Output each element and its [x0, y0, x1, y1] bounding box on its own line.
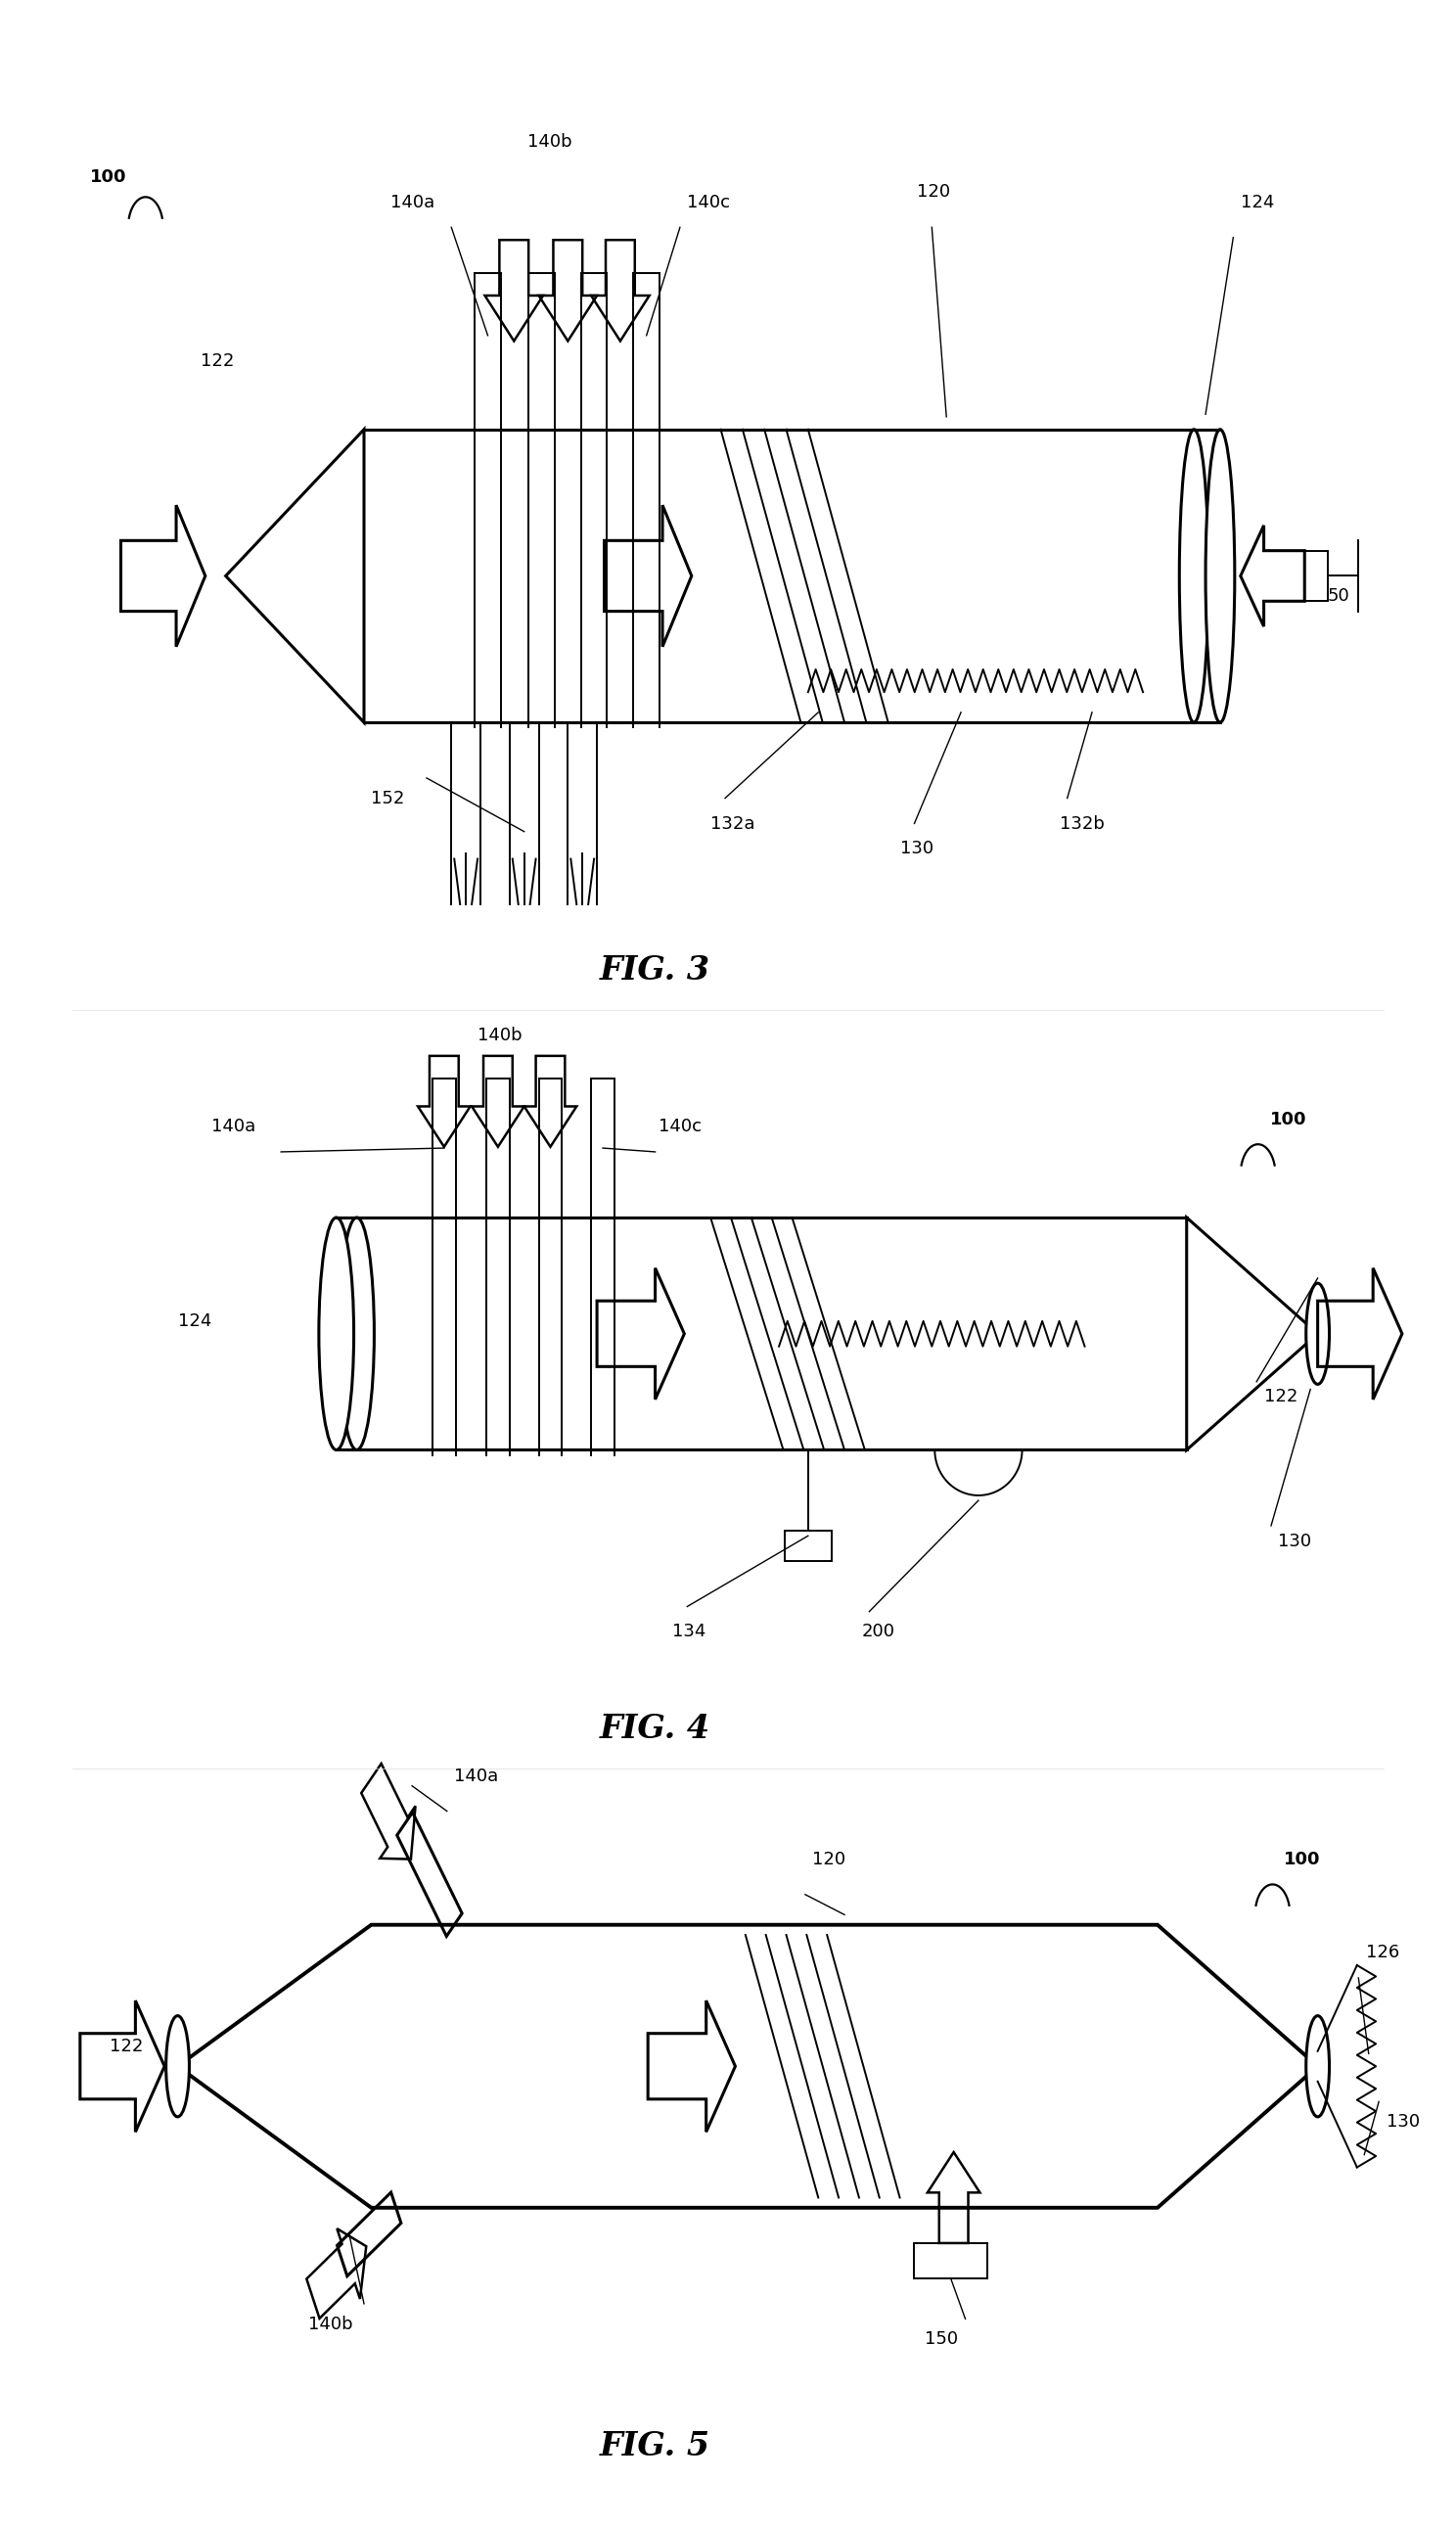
- Text: 100: 100: [90, 169, 127, 187]
- Text: FIG. 3: FIG. 3: [600, 955, 711, 988]
- Text: 130: 130: [900, 841, 933, 859]
- Text: 152: 152: [371, 791, 405, 808]
- Ellipse shape: [339, 1218, 374, 1450]
- Text: FIG. 4: FIG. 4: [600, 1713, 711, 1745]
- Text: 122: 122: [1264, 1389, 1297, 1407]
- Text: 140c: 140c: [687, 195, 731, 212]
- Text: 132b: 132b: [1060, 816, 1105, 834]
- Text: 134: 134: [673, 1624, 706, 1642]
- Bar: [1305, 551, 1328, 601]
- Text: 100: 100: [1270, 1111, 1306, 1129]
- Text: 132a: 132a: [711, 816, 756, 834]
- Text: 100: 100: [1284, 1852, 1321, 1869]
- Text: 150: 150: [925, 2331, 958, 2349]
- Text: 122: 122: [109, 2038, 143, 2056]
- Text: 140a: 140a: [390, 195, 434, 212]
- Text: 140b: 140b: [478, 1028, 523, 1046]
- Text: 124: 124: [1241, 195, 1274, 212]
- Ellipse shape: [1206, 429, 1235, 722]
- Text: 120: 120: [917, 184, 951, 202]
- Text: 140a: 140a: [211, 1119, 255, 1137]
- Text: 122: 122: [201, 354, 234, 371]
- Text: 124: 124: [178, 1314, 211, 1331]
- Ellipse shape: [1306, 2016, 1329, 2117]
- Text: 120: 120: [812, 1852, 846, 1869]
- Ellipse shape: [166, 2016, 189, 2117]
- Ellipse shape: [1179, 429, 1208, 722]
- Text: FIG. 5: FIG. 5: [600, 2430, 711, 2463]
- Ellipse shape: [1306, 1283, 1329, 1384]
- Text: 140a: 140a: [454, 1768, 498, 1786]
- Text: 200: 200: [862, 1624, 895, 1642]
- Text: 130: 130: [1386, 2114, 1420, 2132]
- Ellipse shape: [319, 1218, 354, 1450]
- Bar: [914, 2243, 987, 2278]
- Text: 140b: 140b: [309, 2316, 354, 2334]
- Text: 126: 126: [1366, 1945, 1399, 1963]
- Bar: [785, 1531, 831, 1561]
- Text: 50: 50: [1328, 589, 1350, 606]
- Text: 130: 130: [1278, 1533, 1312, 1551]
- Text: 140b: 140b: [527, 134, 572, 152]
- Text: 140c: 140c: [658, 1119, 702, 1137]
